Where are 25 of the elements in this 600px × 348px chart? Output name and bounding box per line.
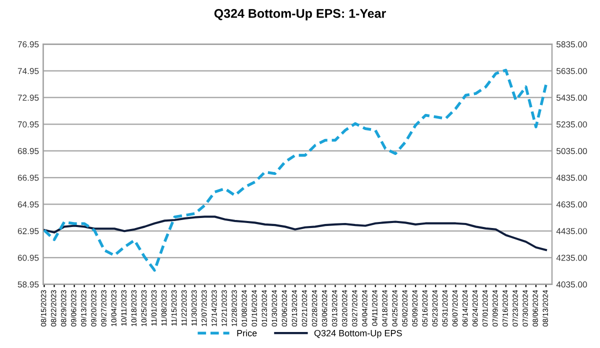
y2-tick-label: 4835.00 [556,174,587,181]
y-tick-label: 72.95 [18,94,39,101]
y-tick-label: 76.95 [18,41,39,48]
y2-tick-label: 4635.00 [556,201,587,208]
line-series [43,68,548,272]
y-tick-label: 70.95 [18,121,39,128]
legend-label: Q324 Bottom-Up EPS [314,330,402,338]
y2-tick-label: 4035.00 [556,281,587,288]
y-tick-label: 68.95 [18,148,39,154]
y-tick-label: 66.95 [18,174,39,181]
y2-tick-label: 5435.00 [556,94,587,101]
y2-tick-label: 4435.00 [556,228,587,234]
y-tick-label: 60.95 [18,254,39,261]
y2-tick-label: 5635.00 [556,68,587,74]
y-tick-label: 74.95 [18,68,39,74]
chart-title: Q324 Bottom-Up EPS: 1-Year [214,9,386,20]
y2-tick-label: 5235.00 [556,121,587,128]
y-tick-label: 64.95 [18,201,39,208]
y2-tick-label: 4235.00 [556,254,587,261]
y-tick-label: 62.95 [18,228,39,234]
legend-label: Price [237,330,257,336]
y2-tick-label: 5035.00 [556,148,587,154]
y2-tick-label: 5835.00 [556,41,587,48]
y-tick-label: 58.95 [18,281,39,288]
line-series [43,216,548,252]
